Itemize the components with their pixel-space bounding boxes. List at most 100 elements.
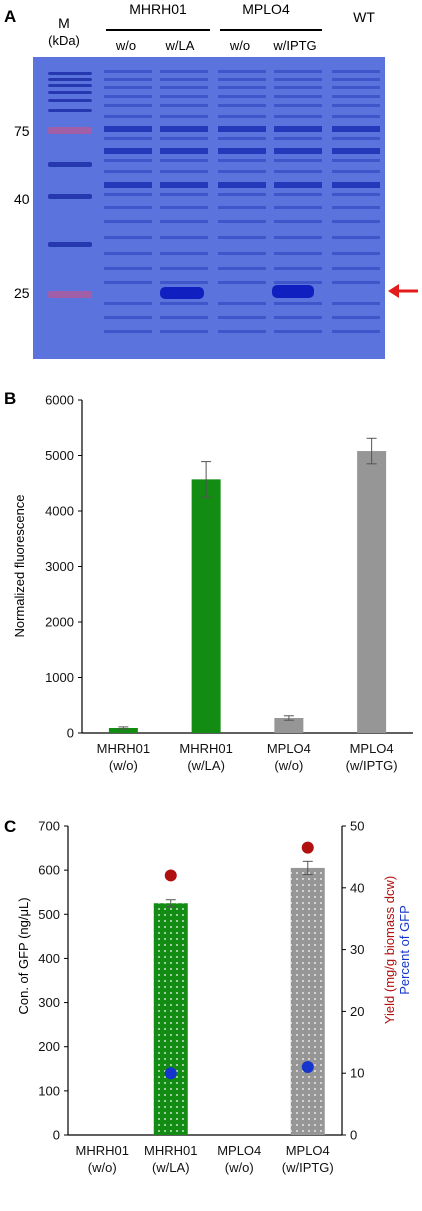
protein-band — [160, 86, 208, 89]
y2-axis-title-percent: Percent of GFP — [397, 905, 412, 995]
marker-band — [48, 162, 92, 167]
protein-band — [332, 302, 380, 305]
y-axis-title: Normalized fluorescence — [12, 494, 27, 637]
protein-band — [218, 78, 266, 81]
protein-band — [332, 281, 380, 284]
protein-band — [274, 170, 322, 173]
protein-band — [218, 148, 266, 154]
protein-band — [160, 170, 208, 173]
x-tick-label: MPLO4 — [217, 1143, 261, 1158]
y-tick-label: 500 — [38, 907, 60, 922]
protein-band — [332, 148, 380, 154]
protein-band — [104, 281, 152, 284]
mw-label: 25 — [14, 285, 30, 301]
panel-c-label: C — [4, 817, 16, 836]
bar — [191, 479, 221, 733]
protein-band — [218, 206, 266, 209]
scatter-point — [301, 841, 314, 854]
x-tick-label: (w/IPTG) — [282, 1160, 334, 1175]
strain-label-mplo4: MPLO4 — [242, 1, 290, 17]
protein-band — [160, 115, 208, 118]
protein-band — [274, 316, 322, 319]
protein-band — [104, 70, 152, 73]
mw-label: 75 — [14, 123, 30, 139]
protein-band — [160, 281, 208, 284]
y-tick-label: 1000 — [45, 670, 74, 685]
protein-band — [160, 252, 208, 255]
gfp-band — [272, 285, 314, 298]
protein-band — [160, 78, 208, 81]
y2-tick-label: 10 — [350, 1066, 364, 1081]
y-tick-label: 5000 — [45, 448, 74, 463]
panel-c: C Con. of GFP (ng/μL) Yield (mg/g biomas… — [4, 817, 412, 1175]
protein-band — [104, 330, 152, 333]
protein-band — [218, 193, 266, 196]
scatter-point — [301, 1061, 314, 1074]
protein-band — [218, 281, 266, 284]
marker-band — [48, 242, 92, 247]
marker-band — [48, 84, 92, 87]
marker-label: M — [58, 15, 70, 31]
bar — [357, 451, 387, 733]
panel-a-label: A — [4, 7, 16, 26]
y2-tick-label: 50 — [350, 819, 364, 834]
marker-unit-label: (kDa) — [48, 33, 80, 48]
marker-band — [48, 194, 92, 199]
protein-band — [160, 302, 208, 305]
protein-band — [332, 220, 380, 223]
y2-tick-label: 30 — [350, 942, 364, 957]
protein-band — [274, 137, 322, 140]
protein-band — [218, 137, 266, 140]
y-tick-label: 0 — [53, 1128, 60, 1143]
protein-band — [218, 316, 266, 319]
bar — [108, 728, 138, 733]
protein-band — [332, 182, 380, 188]
red-arrow-icon — [388, 284, 418, 298]
protein-band — [160, 182, 208, 188]
protein-band — [160, 95, 208, 98]
protein-band — [218, 70, 266, 73]
protein-band — [332, 70, 380, 73]
x-tick-label: (w/LA) — [152, 1160, 190, 1175]
mw-label: 40 — [14, 191, 30, 207]
protein-band — [160, 70, 208, 73]
protein-band — [332, 95, 380, 98]
protein-band — [332, 206, 380, 209]
y-tick-label: 600 — [38, 863, 60, 878]
protein-band — [274, 115, 322, 118]
chart-c: 0100200300400500600700MHRH01(w/o)MHRH01(… — [38, 819, 364, 1176]
strain-label-mhrh01: MHRH01 — [129, 1, 187, 17]
protein-band — [104, 78, 152, 81]
y-tick-label: 0 — [67, 726, 74, 741]
x-tick-label: MHRH01 — [179, 741, 232, 756]
lane-label: w/o — [115, 38, 136, 53]
x-tick-label: (w/o) — [109, 758, 138, 773]
x-tick-label: MPLO4 — [267, 741, 311, 756]
protein-band — [274, 302, 322, 305]
chart-b: 0 1000 2000 3000 4000 5000 6000 MHRH01 (w/o) MHRH… — [45, 393, 413, 773]
wt-label: WT — [353, 9, 375, 25]
protein-band — [274, 182, 322, 188]
bar-pattern — [153, 903, 188, 1135]
protein-band — [332, 170, 380, 173]
protein-band — [160, 193, 208, 196]
protein-band — [104, 206, 152, 209]
protein-band — [332, 252, 380, 255]
protein-band — [274, 236, 322, 239]
y-tick-label: 300 — [38, 995, 60, 1010]
protein-band — [274, 95, 322, 98]
marker-band — [48, 78, 92, 81]
y-tick-label: 3000 — [45, 559, 74, 574]
x-tick-label: (w/IPTG) — [346, 758, 398, 773]
x-tick-label: (w/LA) — [187, 758, 225, 773]
x-tick-label: MPLO4 — [286, 1143, 330, 1158]
lane-label: w/LA — [165, 38, 195, 53]
y-tick-label: 2000 — [45, 615, 74, 630]
protein-band — [160, 206, 208, 209]
protein-band — [160, 126, 208, 132]
protein-band — [274, 267, 322, 270]
protein-band — [274, 70, 322, 73]
protein-band — [218, 252, 266, 255]
protein-band — [274, 281, 322, 284]
protein-band — [274, 159, 322, 162]
